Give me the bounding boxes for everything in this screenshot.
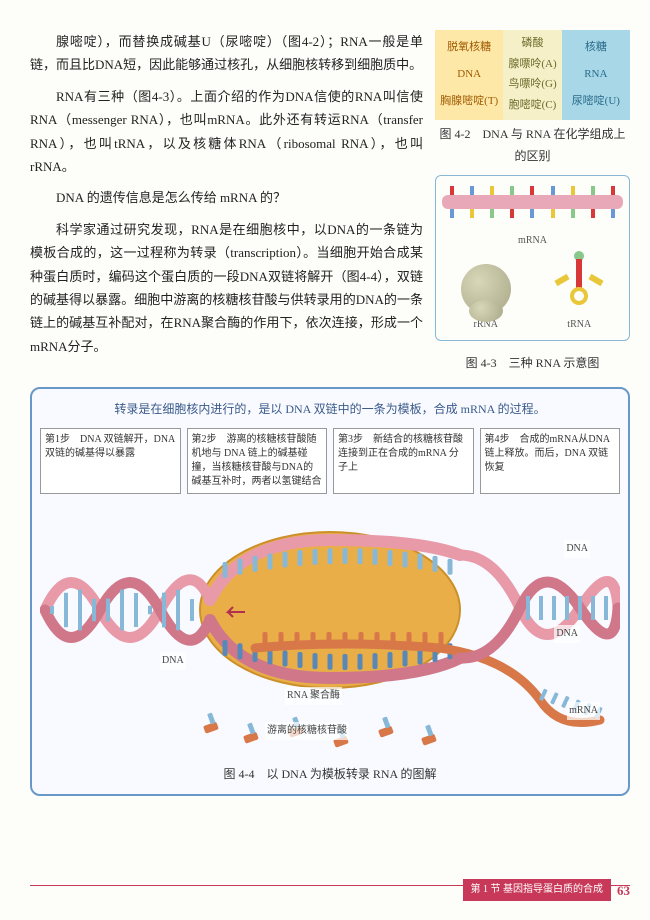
figure-4-3: mRNA rRNA tRNA	[435, 175, 630, 341]
label-free-nucleotide: 游离的核糖核苷酸	[265, 722, 349, 740]
fig42-cell: RNA	[566, 65, 626, 85]
step-box-3: 第3步 新结合的核糖核苷酸连接到正在合成的mRNA 分子上	[333, 428, 474, 494]
step-box-1: 第1步 DNA 双链解开，DNA 双链的碱基得以暴露	[40, 428, 181, 494]
trna-icon	[559, 259, 599, 314]
figure-4-4: 转录是在细胞核内进行的，是以 DNA 双链中的一条为模板，合成 mRNA 的过程…	[30, 387, 630, 796]
paragraph-1: 腺嘧啶），而替换成碱基U（尿嘧啶）（图4-2）；RNA一般是单链，而且比DNA短…	[30, 30, 423, 77]
trna-label: tRNA	[567, 316, 591, 334]
fig42-cell: 磷酸	[507, 34, 557, 54]
fig42-cell: 脱氧核糖	[439, 38, 499, 58]
label-rna-polymerase: RNA 聚合酶	[285, 687, 342, 705]
figure-4-2: 脱氧核糖 DNA 胸腺嘧啶(T) 磷酸 腺嘌呤(A) 鸟嘌呤(G) 胞嘧啶(C)…	[435, 30, 630, 167]
fig42-cell: 鸟嘌呤(G)	[507, 75, 557, 95]
transcription-diagram: DNA DNA DNA RNA 聚合酶 游离的核糖核苷酸 mRNA	[40, 500, 620, 760]
label-dna: DNA	[564, 540, 590, 558]
section-label: 第 1 节 基因指导蛋白质的合成	[463, 879, 612, 901]
fig44-caption: 图 4-4 以 DNA 为模板转录 RNA 的图解	[40, 764, 620, 786]
mrna-label: mRNA	[442, 232, 623, 250]
fig42-caption: 图 4-2 DNA 与 RNA 在化学组成上的区别	[435, 124, 630, 167]
fig42-cell: 胞嘧啶(C)	[507, 96, 557, 116]
fig43-caption: 图 4-3 三种 RNA 示意图	[435, 353, 630, 375]
label-mrna: mRNA	[567, 702, 600, 720]
mrna-icon	[442, 195, 623, 209]
fig42-cell: 胸腺嘧啶(T)	[439, 92, 499, 112]
fig44-intro: 转录是在细胞核内进行的，是以 DNA 双链中的一条为模板，合成 mRNA 的过程…	[40, 399, 620, 421]
rrna-icon	[461, 264, 511, 314]
page-number: 63	[617, 879, 630, 902]
label-dna: DNA	[160, 652, 186, 670]
fig42-cell: 核糖	[566, 38, 626, 58]
paragraph-2: RNA有三种（图4-3）。上面介绍的作为DNA信使的RNA叫信使RNA（mess…	[30, 85, 423, 179]
step-box-2: 第2步 游离的核糖核苷酸随机地与 DNA 链上的碱基碰撞，当核糖核苷酸与DNA的…	[187, 428, 328, 494]
paragraph-4: 科学家通过研究发现，RNA是在细胞核中，以DNA的一条链为模板合成的，这一过程称…	[30, 218, 423, 358]
fig42-cell: 尿嘧啶(U)	[566, 92, 626, 112]
step-box-4: 第4步 合成的mRNA从DNA 链上释放。而后，DNA 双链恢复	[480, 428, 621, 494]
label-dna: DNA	[554, 625, 580, 643]
paragraph-3: DNA 的遗传信息是怎么传给 mRNA 的？	[30, 186, 423, 209]
fig42-cell: 腺嘌呤(A)	[507, 55, 557, 75]
fig42-cell: DNA	[439, 65, 499, 85]
